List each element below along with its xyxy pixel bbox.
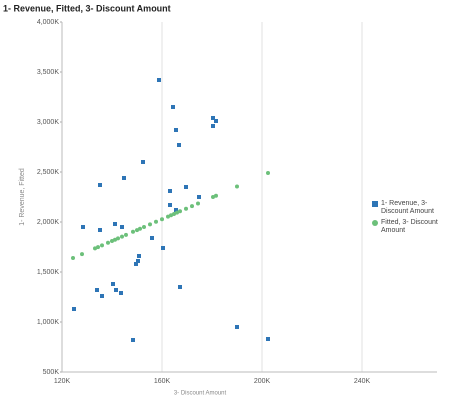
point: [95, 288, 99, 292]
point: [119, 291, 123, 295]
point: [184, 206, 188, 211]
y-tick-label: 2,000K: [37, 219, 60, 226]
point: [111, 282, 115, 286]
point: [235, 325, 239, 329]
legend-label: 1- Revenue, 3- Discount Amount: [381, 200, 434, 215]
point: [72, 307, 76, 311]
point: [214, 119, 218, 123]
point: [135, 228, 139, 233]
legend-item: Fitted, 3- Discount Amount: [372, 219, 446, 235]
point: [137, 254, 141, 258]
point: [114, 288, 118, 292]
legend-label: Fitted, 3- Discount Amount: [381, 219, 438, 234]
point: [211, 116, 215, 120]
point: [71, 256, 75, 260]
point: [136, 259, 140, 263]
point: [175, 210, 179, 215]
x-tick-label: 160K: [154, 378, 171, 385]
legend-item: 1- Revenue, 3- Discount Amount: [372, 200, 446, 216]
y-tick-label: 3,500K: [37, 69, 60, 76]
point: [174, 128, 178, 132]
point: [138, 226, 142, 231]
point: [178, 209, 182, 214]
point: [120, 225, 124, 229]
point: [266, 337, 270, 341]
point: [141, 160, 145, 164]
point: [120, 234, 124, 239]
point: [161, 246, 165, 250]
y-axis-label: 1- Revenue, Fitted: [19, 168, 26, 226]
legend-swatch: [372, 220, 378, 226]
x-tick-label: 120K: [54, 378, 71, 385]
point: [150, 236, 154, 240]
point: [157, 78, 161, 82]
point: [197, 195, 201, 199]
y-tick-label: 1,000K: [37, 319, 60, 326]
point: [122, 176, 126, 180]
point: [81, 225, 85, 229]
point: [113, 237, 117, 242]
point: [211, 195, 215, 199]
point: [148, 222, 152, 227]
y-tick-label: 500K: [43, 369, 60, 376]
point: [235, 184, 239, 189]
point: [169, 213, 173, 218]
y-tick-label: 2,500K: [37, 169, 60, 176]
point: [96, 245, 100, 250]
chart-title: 1- Revenue, Fitted, 3- Discount Amount: [3, 3, 171, 13]
point: [142, 225, 146, 229]
y-tick-label: 4,000K: [37, 19, 60, 26]
point: [110, 239, 114, 243]
point: [100, 243, 104, 248]
point: [174, 208, 178, 212]
point: [211, 124, 215, 128]
point: [106, 240, 110, 245]
point: [98, 228, 102, 232]
x-tick-label: 240K: [354, 378, 371, 385]
point: [168, 203, 172, 207]
legend: 1- Revenue, 3- Discount Amount Fitted, 3-…: [372, 200, 446, 238]
point: [124, 232, 128, 237]
point: [266, 171, 270, 175]
point: [134, 262, 138, 266]
y-tick-label: 1,500K: [37, 269, 60, 276]
point: [131, 338, 135, 342]
point: [184, 185, 188, 189]
point: [80, 252, 84, 257]
point: [190, 204, 194, 209]
point: [178, 285, 182, 289]
point: [172, 212, 176, 216]
point: [166, 214, 170, 219]
point: [196, 201, 200, 206]
point: [154, 219, 158, 224]
x-axis-label: 3- Discount Amount: [174, 391, 227, 397]
point: [160, 217, 164, 222]
point: [113, 222, 117, 226]
point: [98, 183, 102, 187]
point: [93, 246, 97, 251]
point: [116, 236, 120, 241]
point: [177, 143, 181, 147]
x-tick-label: 200K: [254, 378, 271, 385]
point: [214, 193, 218, 198]
point: [171, 105, 175, 109]
point: [131, 229, 135, 234]
point: [100, 294, 104, 298]
point: [168, 189, 172, 193]
y-tick-label: 3,000K: [37, 119, 60, 126]
legend-swatch: [372, 201, 378, 207]
